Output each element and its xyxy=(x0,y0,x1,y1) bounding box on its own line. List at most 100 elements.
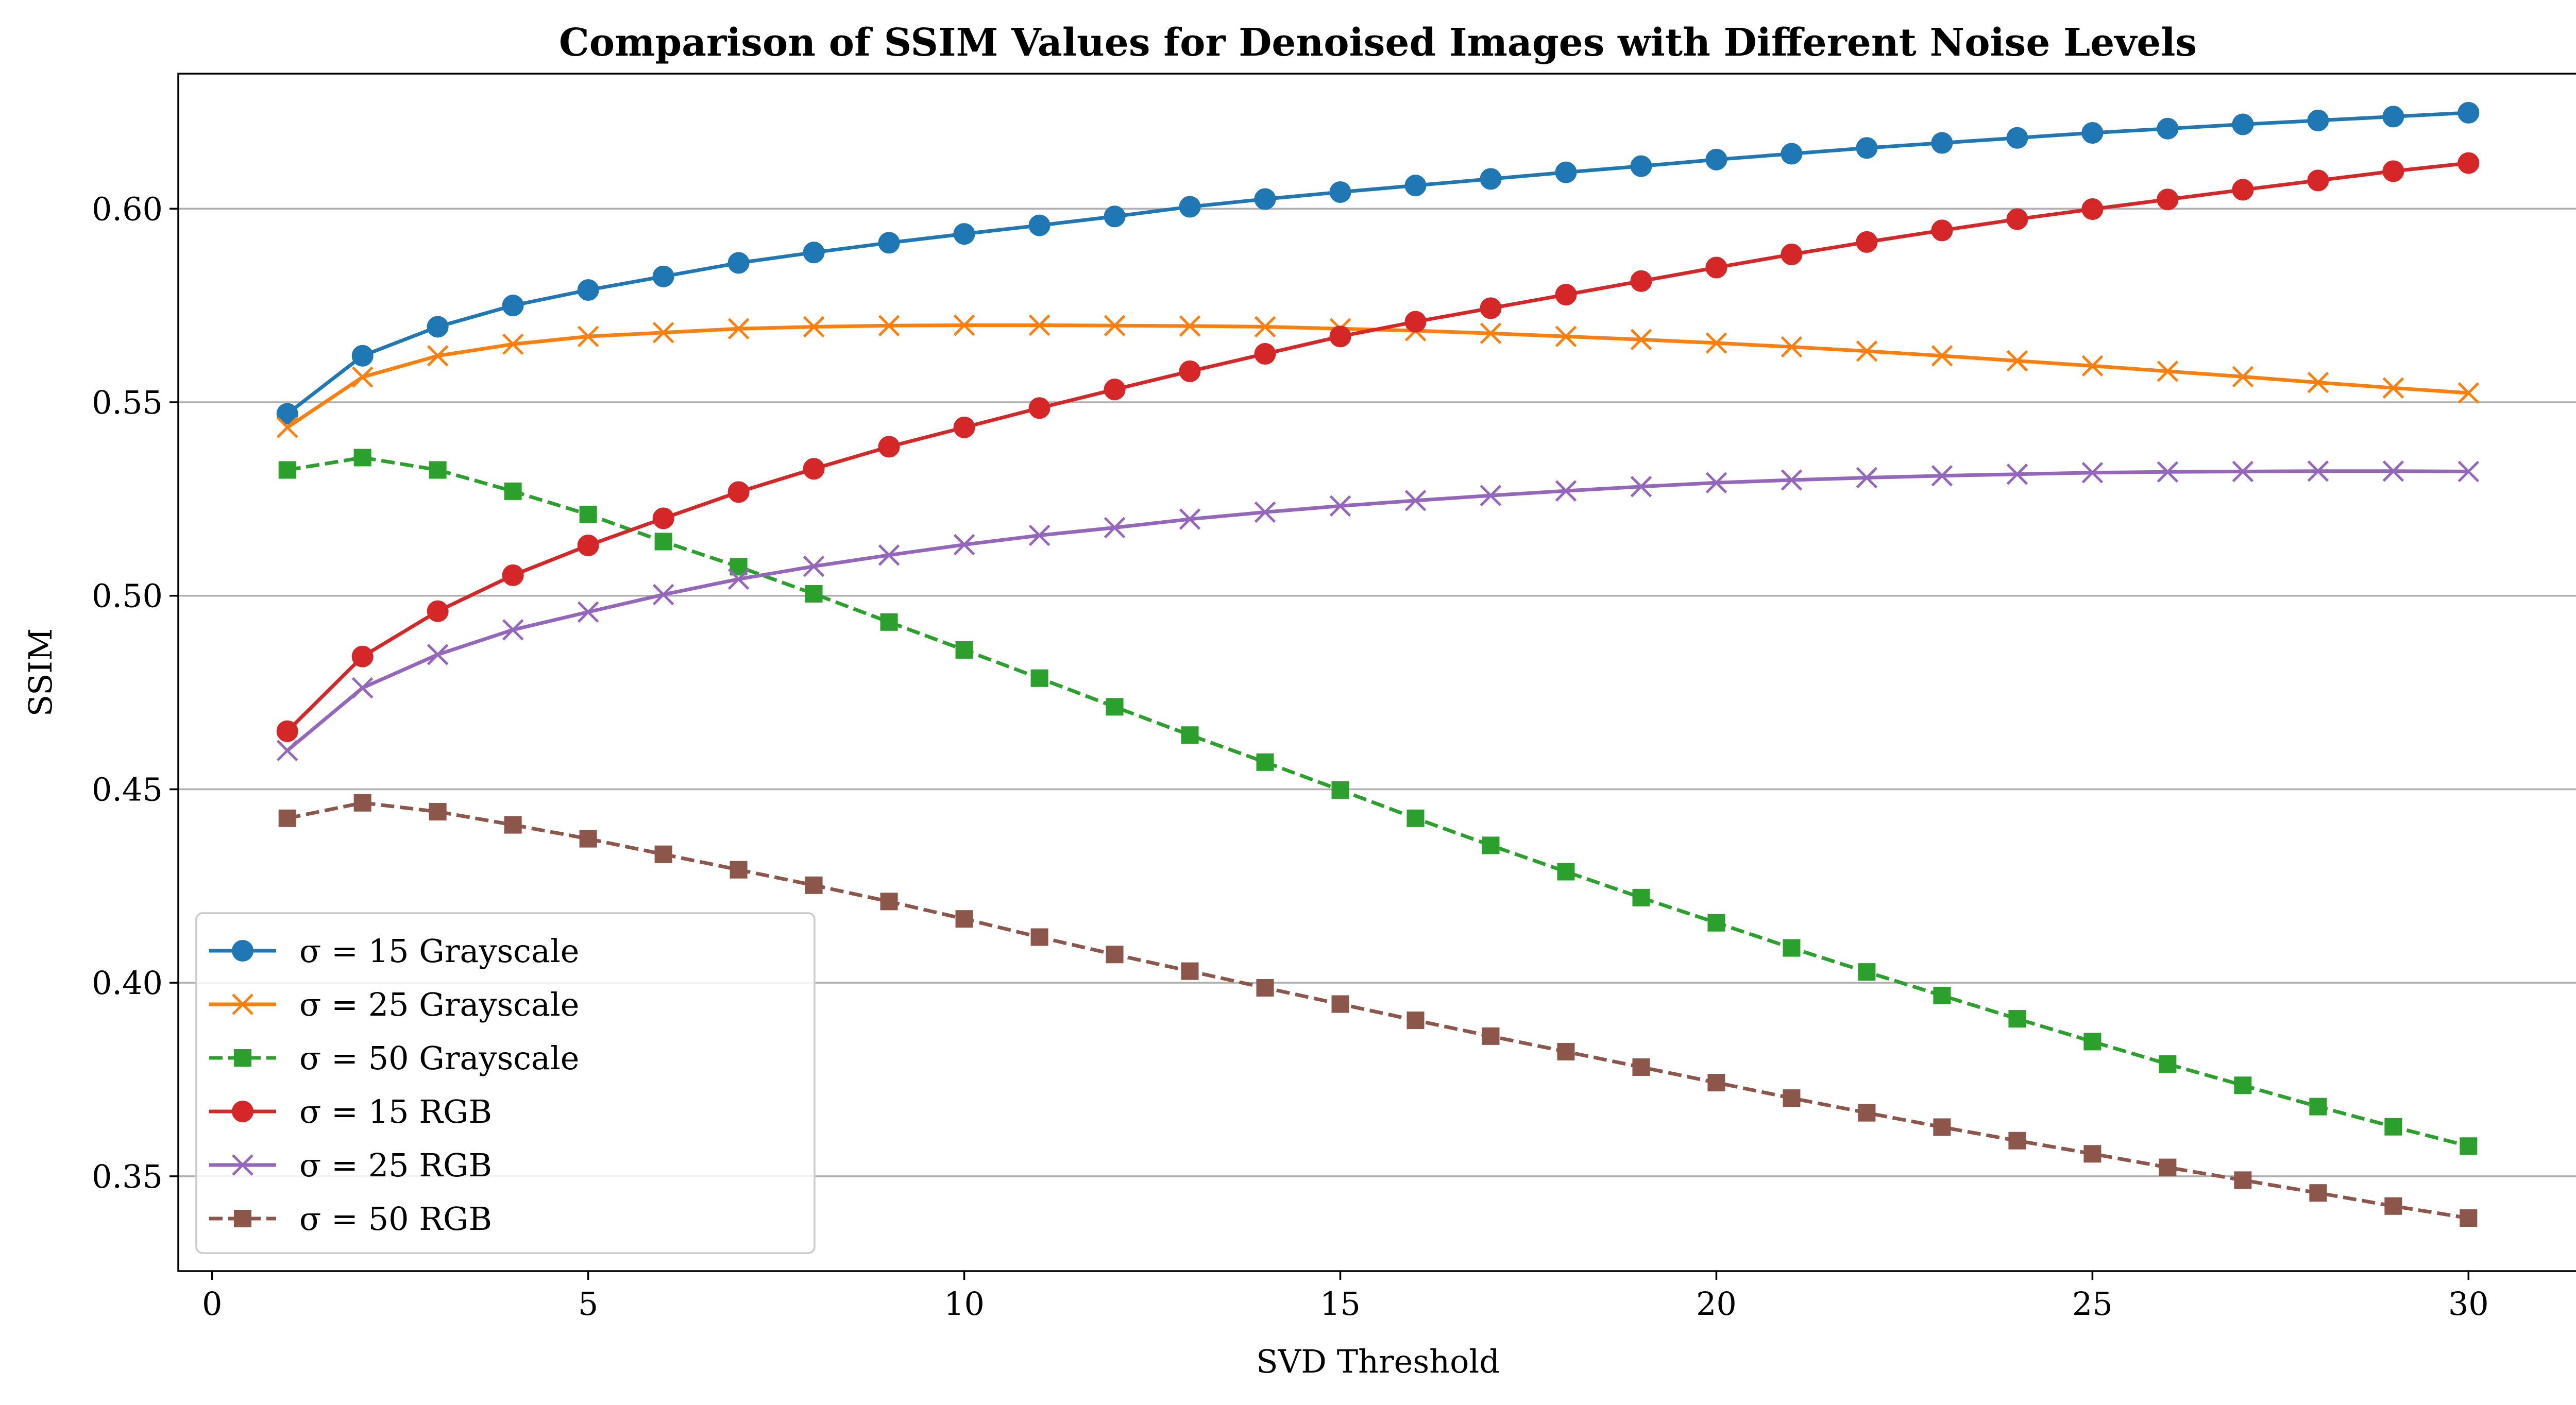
data-point xyxy=(577,601,599,623)
legend-box xyxy=(195,912,816,1254)
x-tick-label: 0 xyxy=(202,1285,222,1323)
data-point xyxy=(278,809,296,827)
data-point xyxy=(2006,350,2028,372)
data-point xyxy=(2460,1209,2478,1227)
data-point xyxy=(577,279,599,301)
data-point xyxy=(2384,1197,2402,1215)
data-point xyxy=(2008,1010,2026,1028)
series-1 xyxy=(276,101,2480,425)
data-point xyxy=(1480,322,1502,344)
data-point xyxy=(2083,1033,2102,1051)
series-4 xyxy=(276,152,2480,742)
data-point xyxy=(1557,863,1575,881)
data-point xyxy=(1106,946,1124,964)
data-point xyxy=(1256,753,1274,771)
data-point xyxy=(1931,465,1953,487)
data-point xyxy=(504,816,522,834)
data-point xyxy=(2307,109,2329,131)
data-point xyxy=(232,940,253,962)
data-point xyxy=(1480,485,1502,506)
data-point xyxy=(1931,132,1953,154)
x-tick-label: 15 xyxy=(1320,1285,1361,1323)
data-point xyxy=(1555,161,1577,183)
legend-item: σ = 50 RGB xyxy=(209,1200,492,1238)
data-point xyxy=(1707,914,1725,932)
data-point xyxy=(1630,155,1652,177)
data-point xyxy=(2234,1076,2252,1094)
data-point xyxy=(232,1154,253,1176)
data-point xyxy=(1856,231,1878,253)
data-point xyxy=(1028,397,1050,419)
data-point xyxy=(1705,472,1727,494)
data-point xyxy=(232,1101,253,1122)
legend-item: σ = 15 RGB xyxy=(209,1093,492,1130)
data-point xyxy=(1179,508,1201,530)
data-point xyxy=(2460,1137,2478,1155)
data-point xyxy=(2307,460,2329,482)
data-point xyxy=(1630,476,1652,498)
data-point xyxy=(805,585,823,603)
data-point xyxy=(1781,143,1803,165)
legend-item: σ = 25 RGB xyxy=(209,1146,492,1184)
data-point xyxy=(1329,181,1351,203)
data-point xyxy=(2232,460,2254,483)
legend-label: σ = 50 RGB xyxy=(299,1200,492,1238)
data-point xyxy=(2307,169,2329,192)
data-point xyxy=(427,644,449,665)
data-point xyxy=(1856,340,1878,362)
data-point xyxy=(1783,1089,1801,1107)
data-point xyxy=(579,505,597,523)
data-point xyxy=(880,613,898,631)
data-point xyxy=(1480,297,1502,319)
data-point xyxy=(1181,962,1199,980)
data-point xyxy=(1630,270,1652,292)
series-line xyxy=(286,469,2469,752)
data-point xyxy=(1104,205,1126,228)
data-point xyxy=(1783,939,1801,957)
data-point xyxy=(2309,1098,2327,1116)
data-point xyxy=(429,461,447,479)
data-point xyxy=(1106,698,1124,716)
data-point xyxy=(1781,469,1803,491)
data-point xyxy=(1404,175,1427,197)
data-point xyxy=(880,893,898,911)
data-point xyxy=(579,830,597,848)
data-point xyxy=(955,910,973,928)
data-point xyxy=(502,564,524,586)
data-point xyxy=(1480,168,1502,190)
data-point xyxy=(654,845,672,863)
data-point xyxy=(1254,343,1276,365)
data-point xyxy=(2157,461,2179,483)
legend-label: σ = 50 Grayscale xyxy=(299,1039,579,1077)
data-point xyxy=(1707,1074,1725,1092)
data-point xyxy=(1858,1104,1876,1122)
data-point xyxy=(1705,332,1727,354)
y-tick-label: 0.40 xyxy=(92,964,163,1002)
data-point xyxy=(652,265,674,287)
data-point xyxy=(1933,986,1951,1004)
data-point xyxy=(727,318,750,339)
data-point xyxy=(234,1049,251,1067)
data-point xyxy=(353,449,371,467)
data-point xyxy=(1028,314,1050,336)
data-point xyxy=(1028,214,1050,236)
data-point xyxy=(276,740,298,762)
data-point xyxy=(1179,315,1201,337)
series-line xyxy=(286,801,2469,1220)
data-point xyxy=(1030,669,1048,687)
data-point xyxy=(1632,1058,1650,1076)
legend: σ = 15 Grayscale σ = 25 Grayscale σ = 50 G… xyxy=(195,912,816,1254)
x-tick-label: 25 xyxy=(2072,1285,2113,1323)
data-point xyxy=(803,316,825,338)
legend-item: σ = 50 Grayscale xyxy=(209,1039,579,1077)
data-point xyxy=(1931,219,1953,242)
data-point xyxy=(2458,460,2480,483)
series-line xyxy=(286,161,2469,733)
data-point xyxy=(2307,371,2329,393)
data-point xyxy=(577,325,599,348)
plot-frame xyxy=(177,73,2576,1272)
data-point xyxy=(727,568,750,590)
data-point xyxy=(1331,781,1349,799)
data-point xyxy=(2382,160,2404,182)
data-point xyxy=(427,345,449,367)
